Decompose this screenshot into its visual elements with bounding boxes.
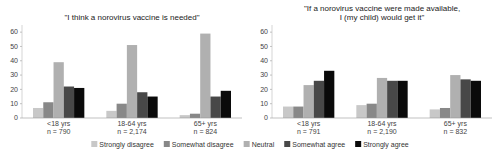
bar [471,81,481,118]
bar [190,114,200,118]
bar [387,81,397,118]
legend-label: Strongly disagree [99,141,154,149]
x-tick-label: 65+ yrsn = 832 [444,120,468,135]
chart-panel: "I think a norovirus vaccine is needed" 0… [10,13,242,135]
title-line: "If a norovirus vaccine were made availa… [304,4,460,13]
bar [210,97,220,118]
chart-root: "I think a norovirus vaccine is needed" 0… [0,0,500,153]
x-tick-label: 65+ yrsn = 824 [194,120,218,135]
x-tick-label-line: n = 824 [194,128,218,135]
bar [74,88,84,118]
legend-swatch [164,141,170,147]
bar [356,105,366,118]
y-tick-label: 10 [260,100,268,107]
bar [221,91,231,118]
title-line: I (my child) would get it" [340,13,425,22]
legend-label: Neutral [252,141,275,148]
x-axis-line [22,118,242,119]
x-tick-label-line: 65+ yrs [194,120,218,128]
bar [460,79,470,118]
y-tick-label: 40 [10,57,18,64]
y-tick-label: 30 [10,71,18,78]
bar [367,104,377,118]
chart-panel: "If a norovirus vaccine were made availa… [260,4,492,135]
y-tick-label: 50 [10,43,18,50]
y-tick-label: 0 [264,114,268,121]
bar [397,81,407,118]
legend-label: Somewhat disagree [172,141,234,149]
bar [64,87,74,118]
legend: Strongly disagree Somewhat disagree Neutra… [91,141,408,149]
bar [283,107,293,118]
x-tick-label-line: n = 2,190 [367,128,396,135]
x-tick-label-line: <18 yrs [297,120,321,128]
chart-title: "If a norovirus vaccine were made availa… [304,4,460,22]
legend-label: Somewhat agree [292,141,345,149]
bar [33,108,43,118]
bar [324,71,334,118]
bar [200,34,210,118]
x-axis-line [272,118,492,119]
bar [43,102,53,118]
bar [180,115,190,118]
x-tick-label-line: 18-64 yrs [117,120,147,128]
bar-group [33,34,231,118]
bar-group [283,71,481,118]
y-axis-line [272,25,273,118]
x-tick-label-line: <18 yrs [47,120,71,128]
x-tick-label: 18-64 yrsn = 2,190 [367,120,397,135]
y-tick-label: 30 [260,71,268,78]
y-tick-label: 40 [260,57,268,64]
bar [106,111,116,118]
x-tick-label-line: n = 791 [297,128,321,135]
bar [440,108,450,118]
y-tick-label: 60 [10,28,18,35]
x-tick-label-line: n = 2,174 [117,128,146,135]
y-tick-label: 50 [260,43,268,50]
bar [117,104,127,118]
bar [137,92,147,118]
x-tick-label-line: 65+ yrs [444,120,468,128]
x-tick-label: <18 yrsn = 790 [47,120,71,135]
bar [450,75,460,118]
bar [127,45,137,118]
bar [430,109,440,118]
y-tick-label: 0 [14,114,18,121]
y-tick-label: 20 [10,86,18,93]
bar [314,81,324,118]
bar [293,107,303,118]
bar [147,97,157,118]
legend-label: Strongly agree [363,141,409,149]
title-line: "I think a norovirus vaccine is needed" [64,13,199,22]
y-tick-label: 10 [10,100,18,107]
chart-title: "I think a norovirus vaccine is needed" [64,13,199,22]
y-tick-label: 60 [260,28,268,35]
y-tick-label: 20 [260,86,268,93]
x-tick-label: <18 yrsn = 791 [297,120,321,135]
legend-swatch [355,141,361,147]
x-tick-label: 18-64 yrsn = 2,174 [117,120,147,135]
x-tick-label-line: n = 790 [47,128,71,135]
legend-swatch [91,141,97,147]
legend-swatch [284,141,290,147]
y-axis-line [22,25,23,118]
x-tick-label-line: 18-64 yrs [367,120,397,128]
bar [304,85,314,118]
x-tick-label-line: n = 832 [444,128,468,135]
bar [377,78,387,118]
bar [54,62,64,118]
legend-swatch [244,141,250,147]
